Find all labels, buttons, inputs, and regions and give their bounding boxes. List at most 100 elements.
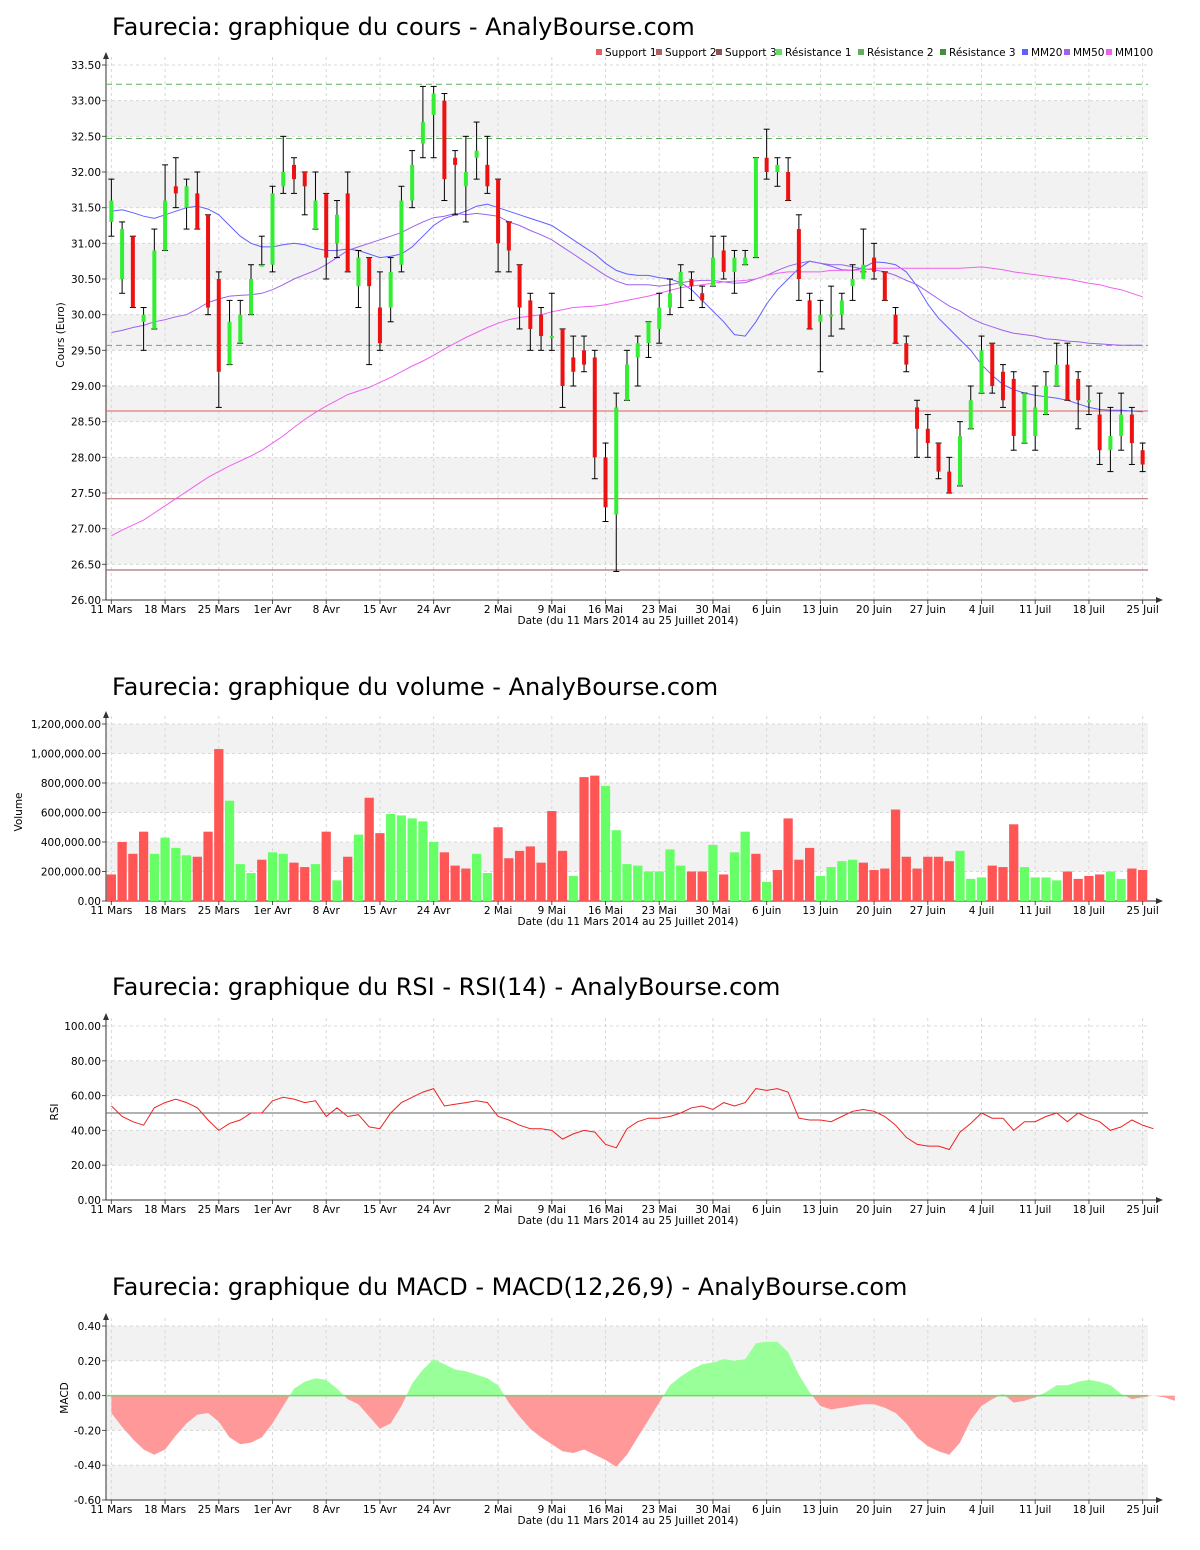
x-tick-label: 24 Avr [417,604,451,616]
candle-body [496,179,501,244]
volume-bar [751,853,761,901]
x-tick-label: 25 Mars [198,1504,240,1516]
candle [119,221,126,294]
legend-label: Support 2 [665,47,717,59]
candle-body [904,343,909,365]
candle [495,178,502,273]
x-tick-label: 2 Mai [484,1504,512,1516]
candle [430,85,437,159]
volume-bar [1052,880,1062,901]
candle [752,157,759,259]
legend-label: Support 1 [605,47,657,59]
candle-body [678,271,683,287]
y-axis-arrow [103,52,109,59]
y-tick-label: -0.20 [74,1425,101,1437]
candle [591,349,598,480]
legend-swatch [776,49,782,55]
candle [666,278,673,316]
candle [742,249,749,266]
volume-bar [783,818,793,901]
candle [624,349,630,401]
x-tick-label: 20 Juin [856,905,892,917]
volume-bar [976,877,987,901]
x-tick-label: 2 Mai [484,905,512,917]
candle [441,93,448,202]
candle-body [431,93,436,115]
x-tick-label: 24 Avr [417,905,451,917]
candle [935,442,942,480]
candle [538,307,545,351]
x-tick-label: 24 Avr [417,1204,451,1216]
candle-body [281,172,286,187]
y-tick-label: -0.60 [74,1495,101,1507]
x-tick-label: 20 Juin [856,1204,892,1216]
candle [1075,371,1082,430]
candle [355,249,362,309]
candle-body [689,279,694,287]
grid-band [106,1326,1148,1361]
legend-item: MM20 [1022,47,1062,59]
candle [248,264,255,316]
x-tick-label: 9 Mai [538,1204,566,1216]
volume-bar [901,856,911,901]
volume-bar [762,881,772,901]
candle [924,414,931,458]
volume-bar [858,862,868,901]
candle [205,214,212,316]
candle [398,185,405,273]
y-tick-label: 31.50 [71,203,101,215]
volume-bar [579,777,589,901]
candle-body [786,172,791,201]
candle-body [152,250,157,329]
volume-bar [289,862,299,901]
x-tick-label: 23 Mai [642,905,677,917]
macd-chart: Faurecia: graphique du MACD - MACD(12,26… [59,1273,1175,1527]
volume-bar [600,785,611,901]
candle-body [388,271,393,308]
y-tick-label: 0.00 [78,1391,101,1403]
volume-bar [568,875,578,901]
candle [785,157,792,202]
candle [162,164,169,251]
grid-band [106,100,1148,137]
legend-swatch [1106,49,1112,55]
volume-bar [504,858,514,901]
x-tick-label: 11 Mars [90,905,132,917]
candle [290,157,297,194]
legend-item: Support 2 [656,47,717,59]
candle-body [1129,414,1134,444]
volume-bar [944,861,954,901]
candle [999,364,1006,408]
candle-body [528,300,533,329]
candle-body [367,257,372,287]
x-tick-label: 18 Juil [1073,1504,1105,1516]
candle-body [474,150,479,158]
candle [226,299,233,366]
candle-body [539,314,544,337]
candle-body [195,193,200,230]
candle [376,271,383,351]
x-tick-label: 18 Mars [144,905,186,917]
candle [462,135,469,223]
volume-bar [1095,874,1105,901]
volume-bar [622,864,632,901]
volume-bar [536,862,546,901]
candle-body [356,257,361,287]
x-tick-label: 18 Juil [1073,604,1105,616]
volume-bar [407,818,417,901]
candle-body [109,200,114,222]
candle-body [893,314,898,344]
y-tick-label: 26.50 [71,559,101,571]
x-tick-label: 23 Mai [642,1204,677,1216]
candle-body [582,350,587,365]
volume-bar [557,850,568,901]
candle [323,192,330,280]
legend-swatch [596,49,602,55]
candle [1032,385,1039,451]
candle [1010,371,1017,451]
candle-body [216,279,221,372]
volume-bar [493,827,503,901]
y-tick-label: 0.00 [78,1195,101,1207]
legend-item: MM50 [1064,47,1104,59]
rsi-chart: Faurecia: graphique du RSI - RSI(14) - A… [49,973,1163,1227]
